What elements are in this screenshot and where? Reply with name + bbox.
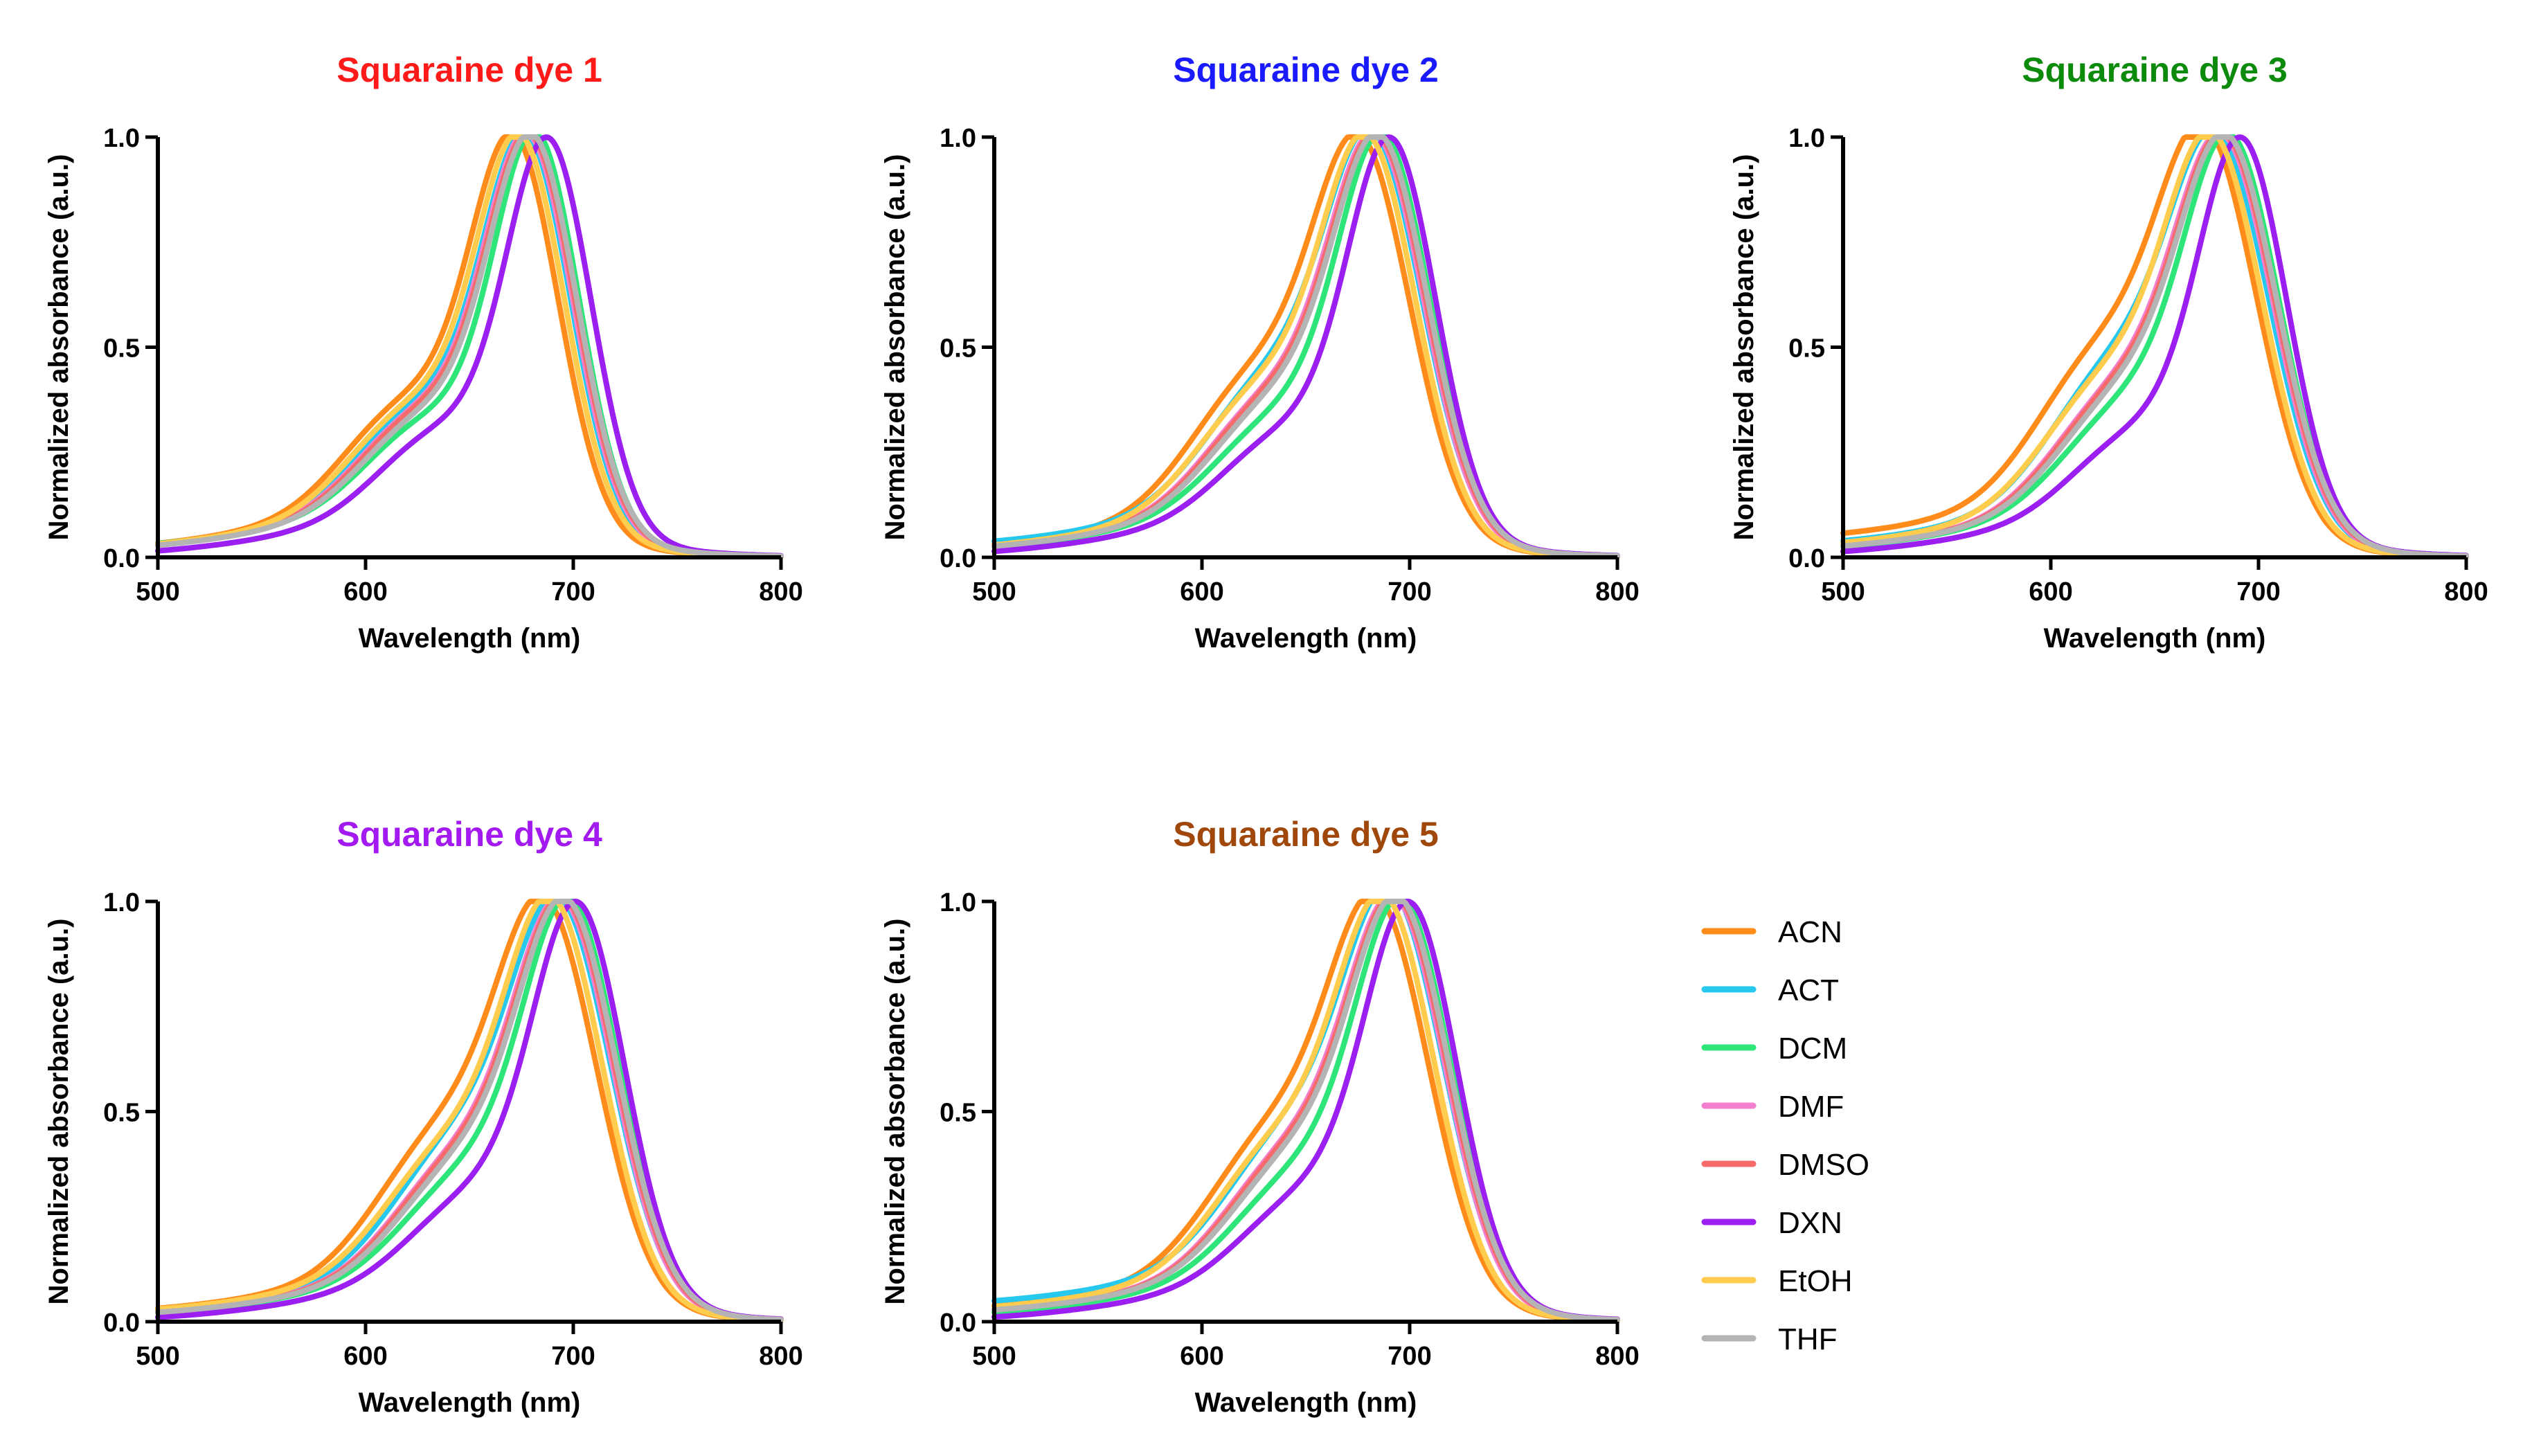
panel-1: Squaraine dye 1 500 600 700 800 0.0 0.5 1.0 Wave… <box>44 51 803 654</box>
x-tick-label: 700 <box>2236 577 2280 606</box>
series-line-thf <box>155 134 784 559</box>
series-line-dcm <box>991 134 1620 559</box>
series-line-etoh <box>1840 134 2469 559</box>
x-tick-label: 600 <box>2029 577 2072 606</box>
series-line-dmso <box>1840 134 2469 559</box>
y-axis-label: Normalized absorbance (a.u.) <box>880 154 910 541</box>
series-line-dxn <box>155 899 784 1322</box>
legend-label-etoh: EtOH <box>1778 1264 1853 1298</box>
x-tick-label: 600 <box>1180 1342 1223 1371</box>
series-line-act <box>1840 134 2469 559</box>
y-tick-label: 0.5 <box>103 1099 140 1128</box>
x-tick-label: 700 <box>551 1342 595 1371</box>
x-tick-label: 700 <box>1388 1342 1431 1371</box>
y-tick-label: 0.0 <box>103 544 140 573</box>
panel-4: Squaraine dye 4 500 600 700 800 0.0 0.5 1.0 Wave… <box>44 815 803 1418</box>
y-tick-label: 0.5 <box>103 334 140 363</box>
series-line-thf <box>155 899 784 1322</box>
x-axis-label: Wavelength (nm) <box>1195 623 1417 654</box>
y-tick-label: 0.5 <box>1788 334 1825 363</box>
y-tick-label: 1.0 <box>940 888 976 917</box>
series-line-dxn <box>155 134 784 559</box>
series-line-acn <box>1840 134 2469 559</box>
y-tick-label: 1.0 <box>940 124 976 153</box>
legend: ACN ACT DCM DMF DMSO DXN EtOH THF <box>1701 915 1869 1356</box>
x-axis-label: Wavelength (nm) <box>2044 623 2266 654</box>
x-tick-label: 500 <box>136 1342 179 1371</box>
x-axis-label: Wavelength (nm) <box>359 1387 581 1418</box>
y-tick-label: 1.0 <box>103 124 140 153</box>
x-tick-label: 800 <box>759 577 802 606</box>
series-line-dxn <box>1840 134 2469 559</box>
x-tick-label: 600 <box>1180 577 1223 606</box>
y-tick-label: 0.0 <box>103 1309 140 1338</box>
series-line-dxn <box>991 899 1620 1322</box>
x-tick-label: 800 <box>2444 577 2488 606</box>
y-tick-label: 0.0 <box>940 544 976 573</box>
x-tick-label: 600 <box>343 1342 387 1371</box>
x-tick-label: 500 <box>136 577 179 606</box>
series-line-etoh <box>991 134 1620 559</box>
y-axis-label: Normalized absorbance (a.u.) <box>44 919 74 1305</box>
y-tick-label: 0.0 <box>940 1309 976 1338</box>
series-line-dmf <box>155 899 784 1323</box>
y-axis-label: Normalized absorbance (a.u.) <box>1729 154 1759 541</box>
legend-label-dcm: DCM <box>1778 1032 1847 1066</box>
x-tick-label: 500 <box>1821 577 1865 606</box>
legend-label-acn: ACN <box>1778 915 1842 949</box>
x-tick-label: 500 <box>972 577 1016 606</box>
legend-label-dxn: DXN <box>1778 1206 1842 1240</box>
x-tick-label: 800 <box>1595 1342 1639 1371</box>
series-line-dmf <box>1840 134 2469 559</box>
x-tick-label: 800 <box>1595 577 1639 606</box>
y-tick-label: 0.5 <box>940 1099 976 1128</box>
x-tick-label: 500 <box>972 1342 1016 1371</box>
series-line-etoh <box>155 899 784 1323</box>
y-tick-label: 1.0 <box>1788 124 1825 153</box>
panel-5: Squaraine dye 5 500 600 700 800 0.0 0.5 1.0 Wave… <box>880 815 1640 1418</box>
x-axis-label: Wavelength (nm) <box>1195 1387 1417 1418</box>
y-tick-label: 0.0 <box>1788 544 1825 573</box>
series-line-thf <box>991 899 1620 1323</box>
x-tick-label: 700 <box>1388 577 1431 606</box>
series-line-etoh <box>991 899 1620 1323</box>
y-axis-label: Normalized absorbance (a.u.) <box>44 154 74 541</box>
x-axis-label: Wavelength (nm) <box>359 623 581 654</box>
series-line-dcm <box>155 134 784 559</box>
y-axis-label: Normalized absorbance (a.u.) <box>880 919 910 1305</box>
y-tick-label: 0.5 <box>940 334 976 363</box>
panel-2: Squaraine dye 2 500 600 700 800 0.0 0.5 1.0 Wave… <box>880 51 1640 654</box>
x-tick-label: 600 <box>343 577 387 606</box>
series-line-thf <box>991 134 1620 559</box>
series-line-dcm <box>1840 134 2469 559</box>
x-tick-label: 700 <box>551 577 595 606</box>
panel-title: Squaraine dye 1 <box>336 51 602 89</box>
panel-3: Squaraine dye 3 500 600 700 800 0.0 0.5 1.0 Wave… <box>1729 51 2488 654</box>
panel-title: Squaraine dye 3 <box>2022 51 2288 89</box>
panel-title: Squaraine dye 5 <box>1173 815 1439 854</box>
legend-label-dmf: DMF <box>1778 1090 1844 1124</box>
panel-title: Squaraine dye 2 <box>1173 51 1439 89</box>
panel-title: Squaraine dye 4 <box>336 815 602 854</box>
legend-label-act: ACT <box>1778 973 1839 1007</box>
x-tick-label: 800 <box>759 1342 802 1371</box>
legend-label-thf: THF <box>1778 1322 1838 1356</box>
y-tick-label: 1.0 <box>103 888 140 917</box>
series-line-thf <box>1840 134 2469 559</box>
legend-label-dmso: DMSO <box>1778 1148 1869 1182</box>
